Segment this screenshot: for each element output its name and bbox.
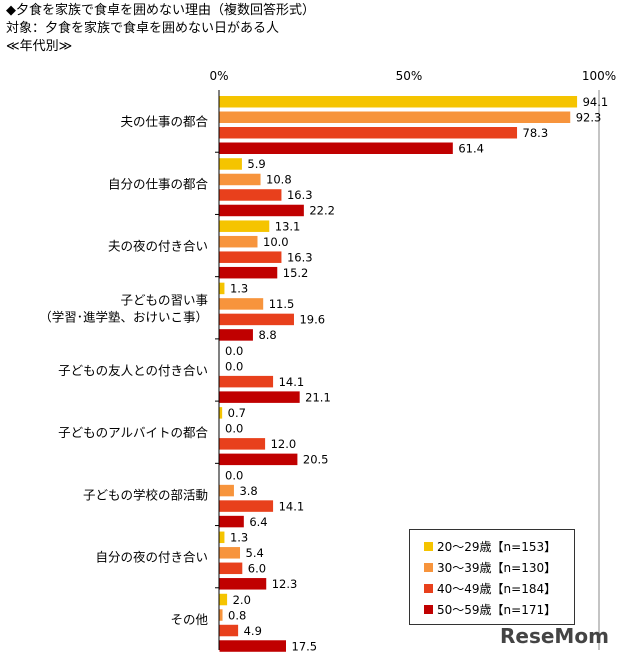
data-label: 78.3 xyxy=(523,126,549,140)
chart-title: ◆夕食を家族で食卓を囲めない理由（複数回答形式） xyxy=(6,3,315,18)
data-label: 15.2 xyxy=(283,266,309,280)
data-label: 12.0 xyxy=(271,437,297,451)
resemom-logo: ReseMom xyxy=(500,624,609,648)
data-label: 20.5 xyxy=(303,453,329,467)
data-label: 14.1 xyxy=(279,375,305,389)
bar xyxy=(219,329,253,341)
legend: 20〜29歳【n=153】 30〜39歳【n=130】 40〜49歳【n=184… xyxy=(409,529,575,625)
data-label: 6.4 xyxy=(249,515,267,529)
bar xyxy=(219,127,518,139)
grouping-label: ≪年代別≫ xyxy=(6,39,73,54)
data-label: 22.2 xyxy=(309,204,335,218)
bar xyxy=(219,375,274,388)
data-label: 3.8 xyxy=(239,484,257,498)
legend-label: 50〜59歳【n=171】 xyxy=(437,603,557,617)
bar xyxy=(219,220,270,232)
data-label: 4.9 xyxy=(244,624,262,638)
bar xyxy=(219,640,286,652)
bar xyxy=(219,142,453,154)
legend-swatch xyxy=(424,542,433,551)
bar xyxy=(219,531,225,544)
data-label: 11.5 xyxy=(269,297,295,311)
bar xyxy=(219,251,282,263)
data-label: 19.6 xyxy=(299,313,325,327)
category-label: 自分の夜の付き合い xyxy=(95,550,208,565)
data-label: 21.1 xyxy=(305,390,331,404)
legend-item-30s: 30〜39歳【n=130】 xyxy=(424,557,574,578)
bar xyxy=(219,500,274,512)
data-label: 17.5 xyxy=(292,639,318,653)
bar xyxy=(219,562,243,575)
bar xyxy=(219,189,282,201)
category-label: その他 xyxy=(170,612,208,627)
data-label: 12.3 xyxy=(272,577,298,591)
data-label: 1.3 xyxy=(230,282,248,296)
data-label: 0.0 xyxy=(225,344,243,358)
data-label: 94.1 xyxy=(583,95,609,109)
data-label: 0.7 xyxy=(228,406,246,420)
bar xyxy=(219,298,264,310)
x-tick-label: 0% xyxy=(209,69,228,83)
bar xyxy=(219,438,266,450)
category-label: 夫の夜の付き合い xyxy=(108,239,208,254)
data-label: 0.8 xyxy=(228,608,246,622)
bar xyxy=(219,609,223,621)
category-label: 子どもの友人との付き合い xyxy=(58,363,208,378)
category-label: 子どものアルバイトの都合 xyxy=(58,425,208,440)
bar xyxy=(219,158,242,170)
data-label: 16.3 xyxy=(287,188,313,202)
category-label: 夫の仕事の都合 xyxy=(120,114,208,129)
bar xyxy=(219,96,578,108)
legend-item-50s: 50〜59歳【n=171】 xyxy=(424,599,574,620)
chart-subtitle: 対象：夕食を家族で食卓を囲めない日がある人 xyxy=(6,21,280,36)
data-label: 2.0 xyxy=(233,593,251,607)
data-label: 61.4 xyxy=(458,142,484,156)
x-tick-label: 50% xyxy=(396,69,423,83)
data-label: 13.1 xyxy=(275,219,301,233)
bar xyxy=(219,484,234,497)
bar xyxy=(219,593,228,606)
bar xyxy=(219,407,223,419)
legend-swatch xyxy=(424,563,433,572)
bar xyxy=(219,313,294,326)
data-label: 10.0 xyxy=(263,235,289,249)
data-label: 1.3 xyxy=(230,531,248,545)
bar xyxy=(219,235,258,248)
data-label: 16.3 xyxy=(287,250,313,264)
data-label: 8.8 xyxy=(258,328,276,342)
data-label: 5.4 xyxy=(246,546,264,560)
bar xyxy=(219,282,225,295)
bar xyxy=(219,391,300,403)
bar xyxy=(219,515,244,528)
category-label: （学習･進学塾、おけいこ事） xyxy=(39,309,208,324)
legend-label: 40〜49歳【n=184】 xyxy=(437,582,557,596)
data-label: 14.1 xyxy=(279,499,305,513)
legend-swatch xyxy=(424,605,433,614)
legend-item-20s: 20〜29歳【n=153】 xyxy=(424,536,574,557)
data-label: 0.0 xyxy=(225,359,243,373)
data-label: 10.8 xyxy=(266,173,292,187)
data-label: 92.3 xyxy=(576,111,602,125)
category-label: 子どもの習い事 xyxy=(120,292,208,307)
bar xyxy=(219,111,571,123)
legend-item-40s: 40〜49歳【n=184】 xyxy=(424,578,574,599)
bar xyxy=(219,453,298,466)
legend-label: 30〜39歳【n=130】 xyxy=(437,561,557,575)
category-label: 自分の仕事の都合 xyxy=(108,176,209,191)
bar xyxy=(219,578,267,590)
category-label: 子どもの学校の部活動 xyxy=(83,487,208,502)
bar xyxy=(219,266,278,279)
x-tick-label: 100% xyxy=(582,69,616,83)
data-label: 6.0 xyxy=(248,562,266,576)
data-label: 5.9 xyxy=(247,157,265,171)
bar xyxy=(219,204,304,217)
data-label: 0.0 xyxy=(225,422,243,436)
bar xyxy=(219,547,241,559)
bar xyxy=(219,173,261,186)
legend-swatch xyxy=(424,584,433,593)
legend-label: 20〜29歳【n=153】 xyxy=(437,540,557,554)
bar xyxy=(219,624,239,637)
data-label: 0.0 xyxy=(225,468,243,482)
